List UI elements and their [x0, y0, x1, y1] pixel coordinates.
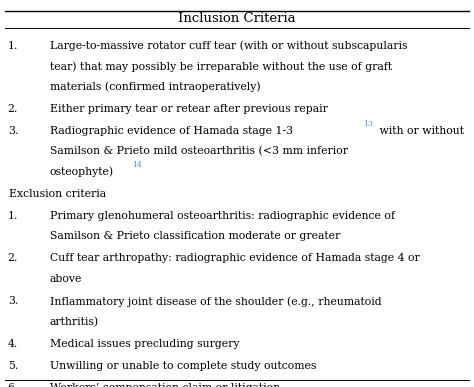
Text: 1.: 1. — [8, 211, 18, 221]
Text: 14: 14 — [133, 161, 142, 169]
Text: Cuff tear arthropathy: radiographic evidence of Hamada stage 4 or: Cuff tear arthropathy: radiographic evid… — [50, 253, 419, 264]
Text: above: above — [50, 274, 82, 284]
Text: materials (confirmed intraoperatively): materials (confirmed intraoperatively) — [50, 82, 260, 92]
Text: 2.: 2. — [8, 253, 18, 264]
Text: Inflammatory joint disease of the shoulder (e.g., rheumatoid: Inflammatory joint disease of the should… — [50, 296, 382, 307]
Text: 2.: 2. — [8, 104, 18, 114]
Text: 6.: 6. — [8, 383, 18, 387]
Text: 3.: 3. — [8, 126, 18, 136]
Text: Unwilling or unable to complete study outcomes: Unwilling or unable to complete study ou… — [50, 361, 316, 371]
Text: 5.: 5. — [8, 361, 18, 371]
Text: osteophyte): osteophyte) — [50, 167, 114, 177]
Text: tear) that may possibly be irreparable without the use of graft: tear) that may possibly be irreparable w… — [50, 61, 392, 72]
Text: Medical issues precluding surgery: Medical issues precluding surgery — [50, 339, 239, 349]
Text: Large-to-massive rotator cuff tear (with or without subscapularis: Large-to-massive rotator cuff tear (with… — [50, 41, 407, 51]
Text: Radiographic evidence of Hamada stage 1-3: Radiographic evidence of Hamada stage 1-… — [50, 126, 293, 136]
Text: with or without: with or without — [376, 126, 464, 136]
Text: 3.: 3. — [8, 296, 18, 306]
Text: Samilson & Prieto classification moderate or greater: Samilson & Prieto classification moderat… — [50, 231, 340, 241]
Text: 13: 13 — [364, 120, 374, 128]
Text: Inclusion Criteria: Inclusion Criteria — [178, 12, 296, 25]
Text: Primary glenohumeral osteoarthritis: radiographic evidence of: Primary glenohumeral osteoarthritis: rad… — [50, 211, 395, 221]
Text: 4.: 4. — [8, 339, 18, 349]
Text: Exclusion criteria: Exclusion criteria — [9, 189, 106, 199]
Text: Workers’ compensation claim or litigation: Workers’ compensation claim or litigatio… — [50, 383, 280, 387]
Text: Either primary tear or retear after previous repair: Either primary tear or retear after prev… — [50, 104, 328, 114]
Text: 1.: 1. — [8, 41, 18, 51]
Text: Samilson & Prieto mild osteoarthritis (<3 mm inferior: Samilson & Prieto mild osteoarthritis (<… — [50, 146, 348, 157]
Text: arthritis): arthritis) — [50, 317, 99, 327]
